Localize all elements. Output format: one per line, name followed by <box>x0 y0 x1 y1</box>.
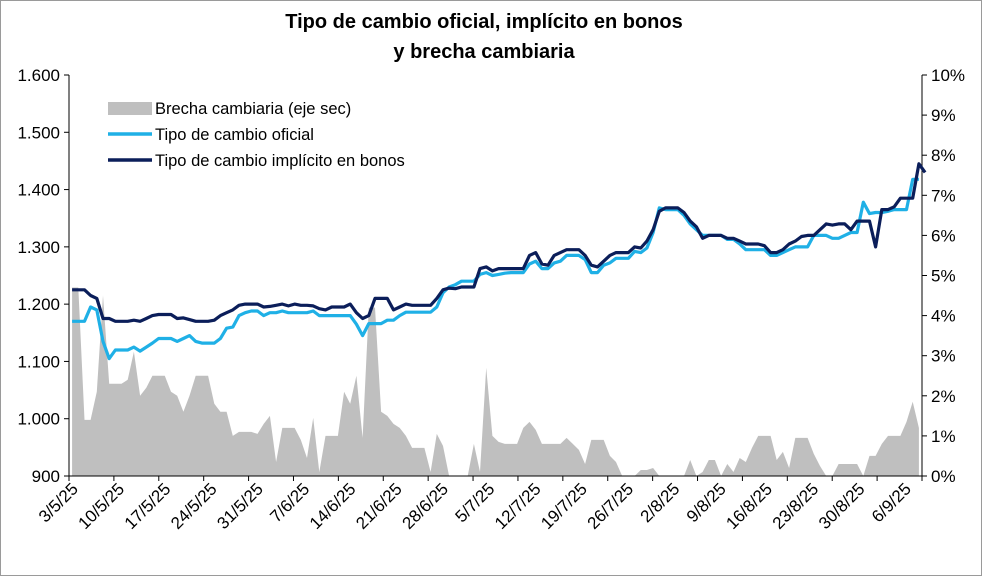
series-implicito-line <box>72 162 927 323</box>
legend-label: Tipo de cambio implícito en bonos <box>155 152 405 170</box>
series-brecha-area <box>72 287 919 476</box>
left-tick-label: 1.200 <box>17 295 60 314</box>
right-tick-label: 2% <box>931 387 956 406</box>
x-tick-label: 12/7/25 <box>491 479 545 533</box>
right-tick-label: 0% <box>931 467 956 486</box>
x-tick-label: 30/8/25 <box>815 479 869 533</box>
chart-title: Tipo de cambio oficial, implícito en bon… <box>285 11 683 33</box>
left-tick-label: 900 <box>32 467 60 486</box>
x-tick-label: 2/8/25 <box>637 479 684 526</box>
x-tick-label: 17/5/25 <box>121 479 175 533</box>
x-tick-label: 28/6/25 <box>398 479 452 533</box>
right-tick-label: 3% <box>931 347 956 366</box>
x-tick-label: 6/9/25 <box>868 479 915 526</box>
left-tick-label: 1.100 <box>17 352 60 371</box>
x-tick-label: 14/6/25 <box>306 479 360 533</box>
chart-subtitle: y brecha cambiaria <box>393 41 575 63</box>
right-tick-label: 5% <box>931 267 956 286</box>
right-tick-label: 8% <box>931 146 956 165</box>
right-tick-label: 1% <box>931 427 956 446</box>
right-tick-label: 7% <box>931 186 956 205</box>
x-tick-label: 19/7/25 <box>537 479 591 533</box>
right-tick-label: 6% <box>931 226 956 245</box>
x-tick-label: 21/6/25 <box>352 479 406 533</box>
left-tick-label: 1.500 <box>17 123 60 142</box>
left-tick-label: 1.600 <box>17 66 60 85</box>
legend-label: Tipo de cambio oficial <box>155 126 314 144</box>
series-oficial-line <box>72 177 919 361</box>
legend-label: Brecha cambiaria (eje sec) <box>155 100 351 118</box>
left-tick-label: 1.400 <box>17 181 60 200</box>
x-tick-label: 31/5/25 <box>213 479 267 533</box>
x-tick-label: 24/5/25 <box>167 479 221 533</box>
x-tick-label: 23/8/25 <box>769 479 823 533</box>
x-tick-label: 26/7/25 <box>584 479 638 533</box>
legend-swatch-brecha <box>108 102 152 115</box>
right-tick-label: 10% <box>931 66 965 85</box>
x-tick-label: 16/8/25 <box>722 479 776 533</box>
x-tick-label: 10/5/25 <box>75 479 129 533</box>
left-tick-label: 1.300 <box>17 238 60 257</box>
right-tick-label: 9% <box>931 106 956 125</box>
right-tick-label: 4% <box>931 307 956 326</box>
left-tick-label: 1.000 <box>17 410 60 429</box>
